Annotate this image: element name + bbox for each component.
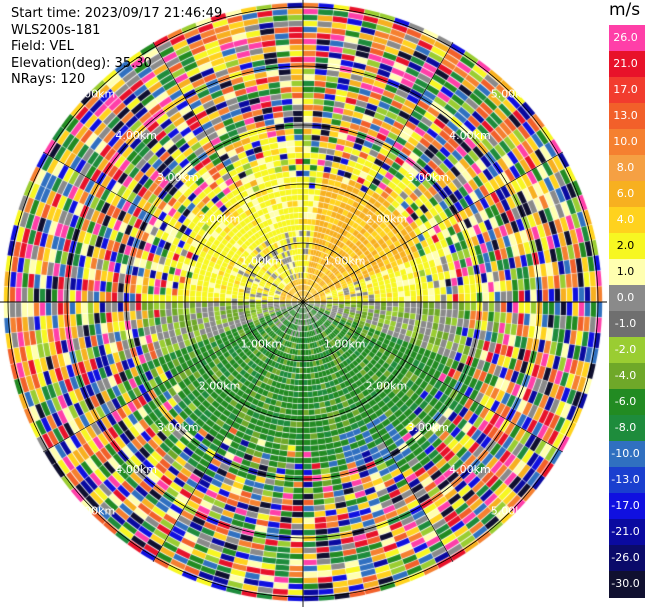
azimuth-spoke <box>302 301 454 562</box>
elevation-text: Elevation(deg): 35.30 <box>11 55 152 71</box>
range-label: 2.00km <box>366 379 408 392</box>
colorbar-segment <box>609 259 645 286</box>
colorbar-segment <box>609 519 645 546</box>
colorbar-label: 8.0 <box>616 161 635 174</box>
colorbar-label: -4.0 <box>614 369 637 382</box>
colorbar-segment <box>609 285 645 312</box>
colorbar-segment <box>609 155 645 182</box>
range-label: 2.00km <box>199 213 241 226</box>
colorbar-segment <box>609 389 645 416</box>
range-label: 3.00km <box>157 421 199 434</box>
colorbar-label: -10.0 <box>611 447 640 460</box>
colorbar-segment <box>609 467 645 494</box>
range-label: 5.00km <box>74 87 116 100</box>
colorbar-segment <box>609 77 645 104</box>
range-label: 1.00km <box>240 254 282 267</box>
colorbar-label: -2.0 <box>614 343 637 356</box>
colorbar-unit: m/s <box>609 0 641 20</box>
velocity-colorbar: 26.0 21.0 17.0 13.0 10.0 8.0 6.0 4.0 2.0 1.0 0.0 -1… <box>609 25 645 598</box>
colorbar-segment <box>609 363 645 390</box>
colorbar-segment <box>609 493 645 520</box>
field-text: Field: VEL <box>11 39 74 54</box>
colorbar-segment <box>609 441 645 468</box>
colorbar-segment <box>609 415 645 442</box>
azimuth-spoke <box>302 151 563 303</box>
range-label: 1.00km <box>240 338 282 351</box>
range-label: 4.00km <box>115 129 157 142</box>
colorbar-label: 6.0 <box>616 187 635 200</box>
colorbar-label: -21.0 <box>611 525 640 538</box>
range-label: 5.00km <box>74 505 116 518</box>
colorbar-segment <box>609 103 645 130</box>
azimuth-spoke <box>152 42 304 303</box>
colorbar-label: 10.0 <box>613 135 638 148</box>
colorbar-segment <box>609 129 645 156</box>
colorbar-label: 4.0 <box>616 213 635 226</box>
colorbar-label: -17.0 <box>611 499 640 512</box>
colorbar-label: 26.0 <box>613 31 638 44</box>
range-label: 3.00km <box>157 171 199 184</box>
colorbar-label: -26.0 <box>611 551 640 564</box>
range-label: 4.00km <box>449 129 491 142</box>
range-label: 4.00km <box>449 463 491 476</box>
colorbar-label: -1.0 <box>614 317 637 330</box>
range-label: 1.00km <box>324 254 366 267</box>
range-label: 3.00km <box>407 421 449 434</box>
range-label: 2.00km <box>366 213 408 226</box>
colorbar-segment <box>609 571 645 598</box>
range-label: 4.00km <box>115 463 157 476</box>
station-text: WLS200s-181 <box>11 22 101 38</box>
scan-info-panel: Start time: 2023/09/17 21:46:49 WLS200s-… <box>11 6 222 89</box>
nrays-text: NRays: 120 <box>11 72 86 87</box>
colorbar-segment <box>609 311 645 338</box>
colorbar-label: -6.0 <box>614 395 637 408</box>
colorbar-label: 0.0 <box>616 291 635 304</box>
colorbar-label: 17.0 <box>613 83 638 96</box>
colorbar-segment <box>609 51 645 78</box>
colorbar-label: -13.0 <box>611 473 640 486</box>
range-label: 2.00km <box>199 379 241 392</box>
azimuth-spoke <box>302 42 454 303</box>
range-label: 5.00km <box>491 87 533 100</box>
colorbar-label: 1.0 <box>616 265 635 278</box>
colorbar-label: 2.0 <box>616 239 635 252</box>
range-label: 1.00km <box>324 338 366 351</box>
azimuth-spoke <box>302 301 563 453</box>
azimuth-spoke <box>43 301 304 453</box>
colorbar-segment <box>609 337 645 364</box>
range-label: 5.00km <box>491 505 533 518</box>
colorbar-label: -8.0 <box>614 421 637 434</box>
colorbar-label: 13.0 <box>613 109 638 122</box>
colorbar-segment <box>609 233 645 260</box>
colorbar-label: 21.0 <box>613 57 638 70</box>
range-label: 3.00km <box>407 171 449 184</box>
colorbar-segment <box>609 545 645 572</box>
azimuth-spoke <box>152 301 304 562</box>
colorbar-segment <box>609 207 645 234</box>
colorbar-segment <box>609 181 645 208</box>
azimuth-spoke <box>43 151 304 303</box>
colorbar-label: -30.0 <box>611 577 640 590</box>
start-time-text: Start time: 2023/09/17 21:46:49 <box>11 6 223 21</box>
colorbar-segment <box>609 25 645 52</box>
